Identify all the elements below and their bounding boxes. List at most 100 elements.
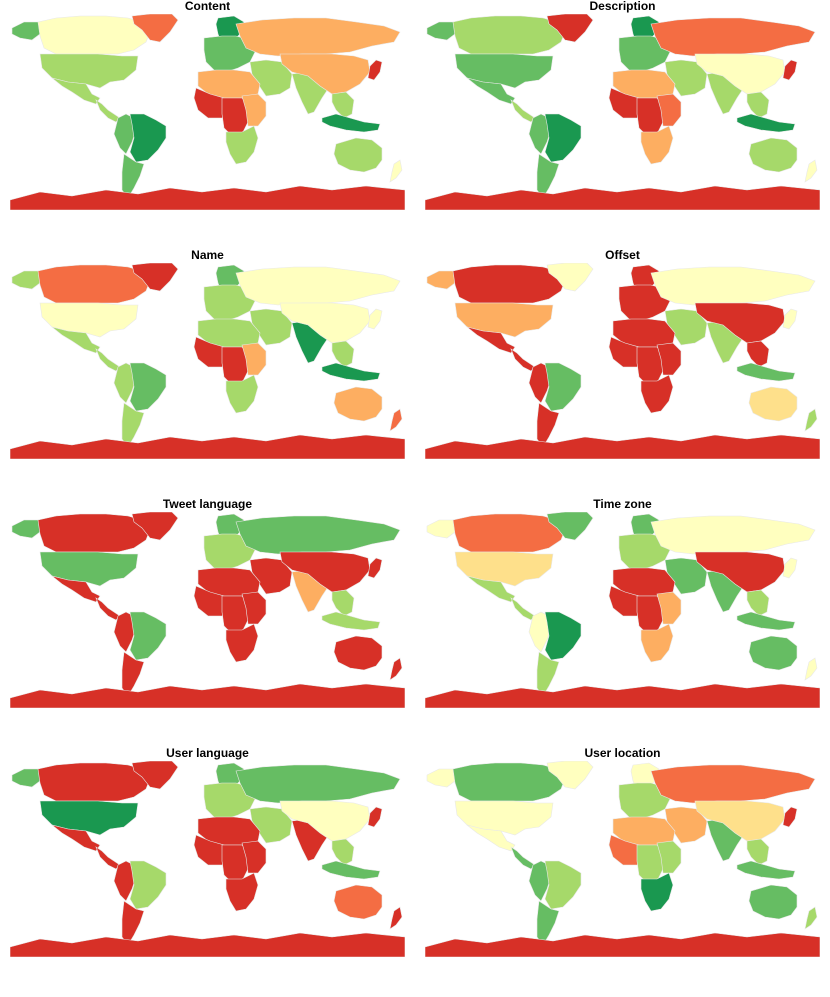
panel-title: Name <box>191 248 224 262</box>
region-china <box>694 800 786 842</box>
region-russia <box>650 515 816 555</box>
region-antarctica <box>10 932 405 957</box>
region-antarctica <box>425 932 820 957</box>
map-panel-user-location: User location <box>415 747 830 996</box>
region-central-america <box>95 597 121 621</box>
region-china <box>279 53 371 95</box>
region-russia <box>235 17 401 57</box>
region-southeast-asia <box>746 340 770 368</box>
map-panel-content: Content <box>0 0 415 249</box>
region-usa <box>39 551 139 587</box>
region-japan <box>367 59 383 81</box>
region-southeast-asia <box>331 589 355 617</box>
region-south-america-west <box>528 860 552 902</box>
region-west-africa <box>193 336 229 368</box>
region-indonesia <box>321 611 381 631</box>
region-australia <box>748 884 798 920</box>
region-china <box>694 551 786 593</box>
region-europe <box>203 35 257 73</box>
region-australia <box>748 137 798 173</box>
region-southern-africa <box>640 623 674 663</box>
region-antarctica <box>10 683 405 708</box>
region-southeast-asia <box>331 91 355 119</box>
panel-title: Offset <box>605 248 640 262</box>
map-panel-description: Description <box>415 0 830 249</box>
region-canada <box>37 762 151 802</box>
region-central-america <box>95 99 121 123</box>
region-new-zealand <box>804 159 818 183</box>
region-europe <box>203 284 257 322</box>
region-usa <box>454 53 554 89</box>
region-southern-africa <box>225 374 259 414</box>
world-map <box>10 512 405 708</box>
region-russia <box>650 17 816 57</box>
region-south-america-south <box>536 153 560 199</box>
region-japan <box>782 59 798 81</box>
region-central-america <box>95 846 121 870</box>
region-china <box>279 551 371 593</box>
region-canada <box>452 762 566 802</box>
region-brazil <box>129 362 167 412</box>
region-canada <box>452 264 566 304</box>
region-southern-africa <box>640 125 674 165</box>
region-china <box>694 302 786 344</box>
region-usa <box>454 302 554 338</box>
region-usa <box>39 800 139 836</box>
map-panel-time-zone: Time zone <box>415 498 830 747</box>
map-panel-name: Name <box>0 249 415 498</box>
region-west-africa <box>608 87 644 119</box>
region-brazil <box>129 860 167 910</box>
region-indonesia <box>736 611 796 631</box>
region-brazil <box>129 611 167 661</box>
region-australia <box>333 386 383 422</box>
region-greenland <box>131 761 179 790</box>
region-europe <box>618 782 672 820</box>
region-east-africa <box>656 342 682 376</box>
region-canada <box>37 264 151 304</box>
region-greenland <box>131 512 179 541</box>
region-china <box>279 800 371 842</box>
region-south-america-west <box>113 611 137 653</box>
region-east-africa <box>656 93 682 127</box>
region-canada <box>452 15 566 55</box>
region-southeast-asia <box>746 91 770 119</box>
region-east-africa <box>656 840 682 874</box>
region-southeast-asia <box>746 838 770 866</box>
region-south-america-south <box>121 153 145 199</box>
region-russia <box>650 764 816 804</box>
region-central-america <box>510 99 536 123</box>
panel-title: Content <box>184 0 231 13</box>
region-canada <box>37 513 151 553</box>
region-canada <box>37 15 151 55</box>
region-southern-africa <box>225 872 259 912</box>
region-central-america <box>95 348 121 372</box>
region-east-africa <box>656 591 682 625</box>
region-east-africa <box>241 93 267 127</box>
region-japan <box>367 806 383 828</box>
region-brazil <box>129 113 167 163</box>
region-australia <box>333 137 383 173</box>
region-east-africa <box>241 591 267 625</box>
region-antarctica <box>10 185 405 210</box>
region-usa <box>454 551 554 587</box>
world-map <box>10 761 405 957</box>
region-greenland <box>131 263 179 292</box>
region-usa <box>39 302 139 338</box>
region-south-america-south <box>536 402 560 448</box>
region-southeast-asia <box>331 340 355 368</box>
region-central-america <box>510 597 536 621</box>
region-australia <box>748 635 798 671</box>
map-panel-tweet-language: Tweet language <box>0 498 415 747</box>
region-antarctica <box>425 434 820 459</box>
region-east-africa <box>241 342 267 376</box>
region-south-america-south <box>536 651 560 697</box>
region-southeast-asia <box>746 589 770 617</box>
region-west-africa <box>193 87 229 119</box>
region-brazil <box>544 113 582 163</box>
region-south-america-south <box>536 900 560 946</box>
panel-title: Description <box>589 0 656 13</box>
region-new-zealand <box>389 159 403 183</box>
region-south-america-west <box>113 362 137 404</box>
region-new-zealand <box>804 906 818 930</box>
